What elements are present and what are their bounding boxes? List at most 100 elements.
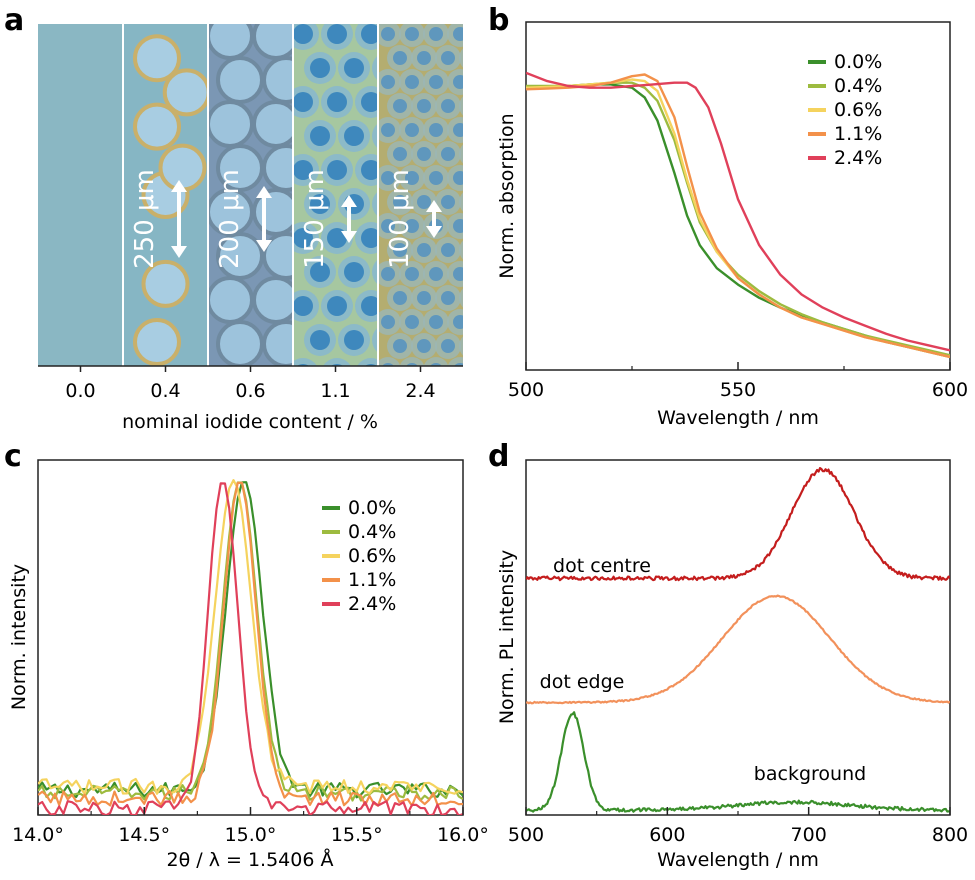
scale-bar-arrow-up	[426, 200, 442, 212]
microdot	[465, 387, 479, 401]
legend-label-0-4: 0.4%	[834, 75, 882, 97]
microdot	[293, 228, 313, 248]
scale-bar-arrow-down	[341, 231, 357, 243]
microdot	[393, 195, 407, 209]
scale-bar-arrow-up	[256, 186, 272, 198]
x-tick-label-800: 800	[932, 824, 968, 846]
microdot	[381, 123, 395, 137]
microdot-halo	[399, 357, 425, 366]
microdot	[208, 276, 254, 324]
series-group-d	[526, 467, 950, 813]
microdot	[454, 363, 463, 366]
microdot-halo	[423, 357, 449, 366]
microdot	[489, 99, 503, 113]
microdot-halo	[372, 259, 378, 285]
series-group-c	[38, 479, 463, 815]
strip-background	[38, 24, 123, 366]
microdot	[381, 75, 395, 89]
x-tick-label-2-4: 2.4	[405, 380, 435, 402]
microdot	[381, 27, 395, 41]
microdot	[441, 51, 455, 65]
legend-c: 0.0%0.4%0.6%1.1%2.4%	[322, 497, 396, 615]
microdot	[208, 100, 254, 148]
microdot-halo	[323, 358, 351, 366]
panel-label-c: c	[4, 439, 22, 474]
microdot	[465, 51, 479, 65]
x-ticks-d: 500 600 700 800	[508, 807, 968, 846]
microdot	[417, 243, 431, 257]
microdot	[405, 267, 419, 281]
panel-b-absorption-chart: 500 550 600 0.0%0.4%0.6%1.1%2.4% Wavelengt…	[496, 21, 968, 429]
micrograph-strip-0-4: 250 μm	[122, 24, 208, 366]
series-group-b	[526, 71, 950, 359]
scale-bar-label: 250 μm	[130, 169, 160, 269]
microdot	[429, 27, 443, 41]
micrograph-strip-0-0	[38, 24, 123, 366]
legend-b: 0.0%0.4%0.6%1.1%2.4%	[808, 51, 882, 169]
microdot	[465, 243, 479, 257]
microdot	[405, 219, 419, 233]
micrograph-x-label: nominal iodide content / %	[122, 411, 378, 433]
strip-dots	[378, 24, 509, 401]
microdot	[361, 24, 378, 44]
panel-label-b: b	[488, 3, 509, 38]
microdot	[365, 364, 377, 366]
legend-label-2-4: 2.4%	[348, 593, 396, 615]
microdot	[262, 56, 293, 104]
microdot	[489, 387, 503, 401]
series-line-1-1	[38, 481, 463, 807]
microdot	[327, 24, 347, 44]
microdot	[393, 147, 407, 161]
microdot	[417, 99, 431, 113]
microdot	[429, 123, 443, 137]
x-tick-label-15-5: 15.5°	[331, 824, 383, 846]
y-axis-label-d: Norm. PL intensity	[496, 550, 518, 724]
scale-bar-arrow-down	[256, 240, 272, 252]
x-tick-label-700: 700	[791, 824, 827, 846]
x-tick-label-500: 500	[508, 824, 544, 846]
series-line-2-4	[38, 482, 463, 815]
legend-label-0-0: 0.0%	[834, 51, 882, 73]
microdot	[162, 68, 208, 117]
scale-bar-arrow-down	[171, 246, 187, 258]
micrograph-strip-2-4: 100 μm	[377, 24, 509, 401]
microdot-halo	[483, 285, 509, 311]
x-tick-label-15-0: 15.0°	[225, 824, 277, 846]
microdot	[310, 330, 330, 350]
microdot	[417, 195, 431, 209]
micrograph-x-ticks: 0.0 0.4 0.6 1.1 2.4	[65, 366, 436, 402]
microdot	[465, 291, 479, 305]
microdot-halo	[459, 240, 463, 260]
microdot	[344, 262, 364, 282]
x-tick-label-0-0: 0.0	[65, 380, 95, 402]
legend-label-0-6: 0.6%	[834, 99, 882, 121]
microdot	[465, 195, 479, 209]
x-axis-label-d: Wavelength / nm	[657, 849, 819, 871]
microdot	[381, 171, 395, 185]
microdot	[262, 144, 293, 192]
microdot	[417, 291, 431, 305]
microdot	[208, 24, 254, 60]
microdot	[477, 315, 491, 329]
microdot	[310, 262, 330, 282]
microdot	[393, 51, 407, 65]
microdot	[158, 143, 207, 192]
microdot	[465, 99, 479, 113]
series-line-0-4	[526, 81, 950, 357]
microdot-halo	[378, 357, 401, 366]
panel-label-a: a	[4, 3, 24, 38]
microdot	[310, 58, 330, 78]
microdot	[393, 99, 407, 113]
microdot	[297, 364, 309, 366]
microdot-halo	[459, 192, 463, 212]
x-tick-label-1-1: 1.1	[320, 380, 350, 402]
scale-bar-arrow-up	[341, 195, 357, 207]
scale-bar-arrow-up	[171, 180, 187, 192]
microdot-halo	[483, 333, 509, 359]
microdot-halo	[471, 261, 497, 287]
microdot	[405, 123, 419, 137]
microdot	[344, 126, 364, 146]
microdot	[361, 228, 378, 248]
microdot-halo	[459, 288, 463, 308]
